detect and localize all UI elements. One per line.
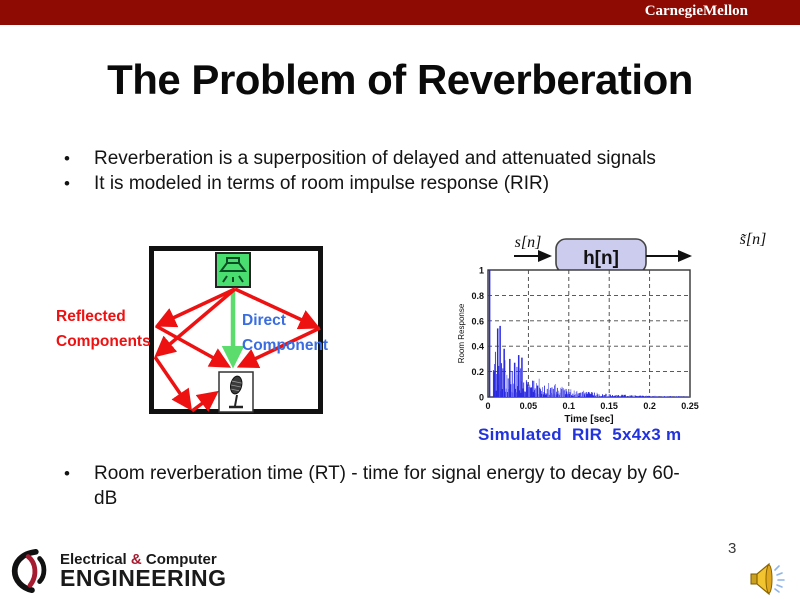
- svg-text:0: 0: [485, 401, 490, 411]
- microphone-icon: [218, 371, 254, 413]
- ece-line1-part2: Computer: [141, 551, 217, 568]
- bullet-text: Room reverberation time (RT) - time for …: [94, 463, 680, 509]
- reflected-label-line1: Reflected: [56, 308, 126, 325]
- bullet-item: • Reverberation is a superposition of de…: [64, 146, 656, 171]
- svg-text:0.2: 0.2: [471, 367, 484, 377]
- system-block-label: h[n]: [583, 248, 619, 269]
- ece-logo-text: Electrical & Computer ENGINEERING: [60, 552, 227, 590]
- svg-text:1: 1: [479, 266, 484, 276]
- loudspeaker-icon: [215, 252, 251, 288]
- svg-text:0.6: 0.6: [471, 316, 484, 326]
- plot-contents: 0 0.2 0.4 0.6 0.8 1 0 0.05 0.1 0.15 0.2 0.25 Time [s…: [457, 266, 699, 426]
- svg-text:0.4: 0.4: [471, 342, 484, 352]
- ece-logo: Electrical & Computer ENGINEERING: [6, 548, 227, 594]
- page-number: 3: [728, 540, 737, 557]
- svg-text:0: 0: [479, 393, 484, 403]
- bullet-marker: •: [64, 174, 70, 193]
- reflection-arrows: [153, 287, 321, 413]
- bullet-text: It is modeled in terms of room impulse r…: [94, 173, 550, 194]
- svg-text:0.2: 0.2: [643, 401, 656, 411]
- direct-label-line1: Direct: [242, 312, 286, 329]
- page-title: The Problem of Reverberation: [107, 56, 693, 103]
- svg-text:Time [sec]: Time [sec]: [564, 414, 613, 425]
- bullet-text: Reverberation is a superposition of dela…: [94, 148, 656, 169]
- svg-text:0.25: 0.25: [681, 401, 699, 411]
- reflected-label-line2: Components: [56, 333, 151, 350]
- bullet-item: • Room reverberation time (RT) - time fo…: [64, 461, 764, 511]
- ece-ampersand: &: [130, 551, 142, 568]
- carnegie-mellon-wordmark: CarnegieMellon: [644, 3, 748, 19]
- room-reverberation-diagram: Reflected Components Direct Component: [56, 246, 328, 414]
- rir-chart: s[n] h[n] s̃[n] 0 0.2 0.4 0.6 0.8 1 0 0.05 0.1 0.…: [457, 231, 767, 426]
- chart-caption: Simulated RIR 5x4x3 m: [478, 425, 682, 444]
- top-brand-bar: CarnegieMellon: [0, 0, 800, 25]
- input-signal-label: s[n]: [515, 234, 542, 251]
- svg-text:Room Response: Room Response: [457, 303, 466, 363]
- bullet-item: • It is modeled in terms of room impulse…: [64, 171, 549, 196]
- audio-speaker-icon[interactable]: [748, 561, 790, 597]
- ece-logo-mark: [11, 548, 47, 594]
- ece-engineering-label: ENGINEERING: [60, 565, 227, 591]
- svg-text:0.05: 0.05: [520, 401, 538, 411]
- bullet-marker: •: [64, 149, 70, 168]
- svg-text:0.8: 0.8: [471, 291, 484, 301]
- svg-text:0.15: 0.15: [600, 401, 618, 411]
- direct-label-line2: Component: [242, 337, 328, 354]
- ece-line1-part1: Electrical: [60, 551, 131, 568]
- bullet-marker: •: [64, 464, 70, 483]
- svg-text:0.1: 0.1: [563, 401, 576, 411]
- output-signal-label: s̃[n]: [740, 231, 767, 248]
